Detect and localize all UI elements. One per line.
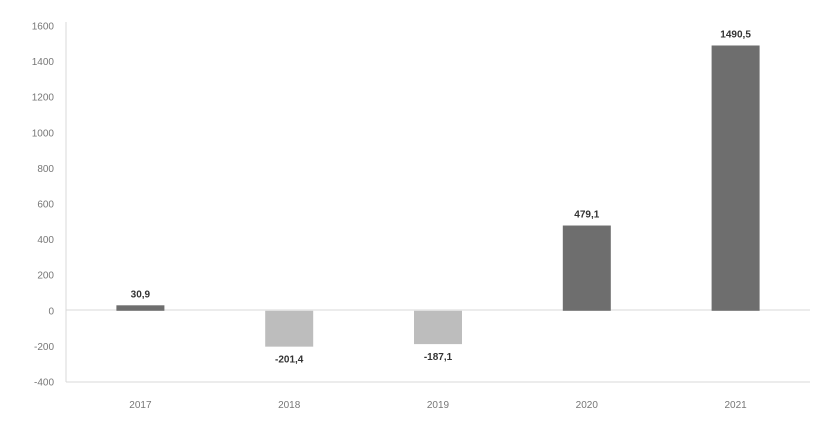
y-tick-label: 1400 (32, 57, 55, 68)
y-tick-labels: 1600 1400 1200 1000 800 600 400 200 0 -200 -400 (32, 22, 55, 389)
data-label-2021: 1490,5 (720, 29, 751, 40)
x-category-label: 2017 (129, 400, 152, 411)
y-tick-label: 1600 (32, 22, 55, 33)
x-category-label: 2020 (576, 400, 599, 411)
y-tick-label: 1200 (32, 93, 55, 104)
y-tick-label: 400 (37, 235, 54, 246)
data-label-2017: 30,9 (131, 289, 151, 300)
x-category-label: 2021 (724, 400, 747, 411)
y-tick-label: 800 (37, 164, 54, 175)
y-tick-label: 600 (37, 200, 54, 211)
category-labels: 2017 2018 2019 2020 2021 (129, 400, 747, 411)
data-label-2018: -201,4 (275, 355, 304, 366)
bar-2018 (265, 310, 314, 347)
x-category-label: 2019 (427, 400, 450, 411)
bar-2017 (116, 305, 165, 311)
x-category-label: 2018 (278, 400, 301, 411)
data-label-2019: -187,1 (424, 352, 453, 363)
bar-2021 (711, 45, 760, 311)
y-tick-label: -200 (34, 342, 54, 353)
bar-2019 (414, 310, 462, 345)
bar-2020 (562, 225, 611, 311)
data-label-2020: 479,1 (574, 210, 599, 221)
y-tick-label: 0 (48, 306, 54, 317)
data-labels: 30,9 -201,4 -187,1 479,1 1490,5 (131, 29, 752, 365)
y-tick-label: 200 (37, 271, 54, 282)
bars (116, 45, 760, 347)
y-tick-label: -400 (34, 378, 54, 389)
y-tick-label: 1000 (32, 128, 55, 139)
